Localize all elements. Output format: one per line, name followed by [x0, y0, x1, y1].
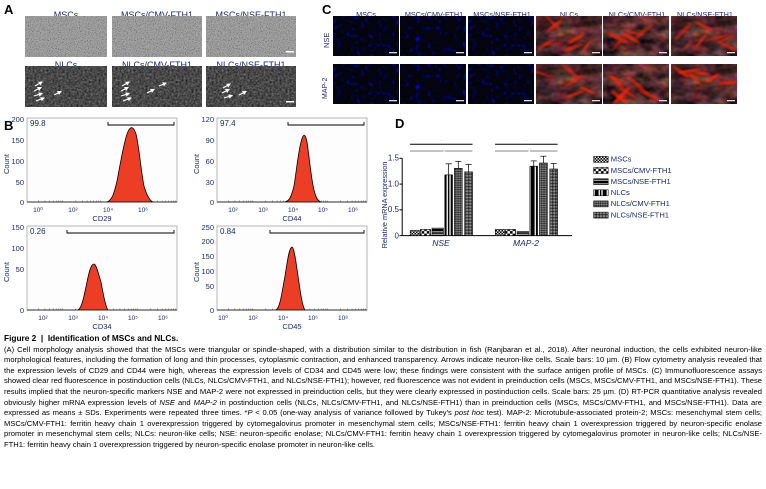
svg-text:Count: Count	[2, 261, 11, 282]
svg-text:0: 0	[210, 198, 214, 207]
svg-text:10⁴: 10⁴	[288, 207, 298, 214]
svg-text:MSCs: MSCs	[611, 155, 632, 164]
svg-text:10²: 10²	[248, 315, 258, 322]
svg-text:10²: 10²	[68, 207, 78, 214]
svg-text:120: 120	[201, 116, 214, 124]
svg-text:CD45: CD45	[282, 322, 301, 331]
svg-text:10⁶: 10⁶	[138, 207, 148, 214]
svg-text:10⁴: 10⁴	[103, 207, 113, 214]
svg-text:NLCs/CMV-FTH1: NLCs/CMV-FTH1	[611, 199, 670, 208]
svg-text:97.4: 97.4	[220, 119, 236, 128]
svg-text:150: 150	[11, 136, 24, 145]
svg-text:NLCs/NSE-FTH1: NLCs/NSE-FTH1	[611, 210, 669, 219]
svg-text:100: 100	[11, 244, 24, 253]
svg-text:100: 100	[201, 267, 214, 276]
svg-text:30: 30	[206, 178, 214, 187]
svg-text:1.5: 1.5	[388, 154, 400, 163]
svg-text:10²: 10²	[38, 315, 48, 322]
svg-text:50: 50	[206, 282, 214, 291]
svg-text:Relative mRNA expression: Relative mRNA expression	[380, 162, 389, 249]
svg-text:0: 0	[20, 198, 24, 207]
svg-text:1.0: 1.0	[388, 179, 400, 188]
svg-text:MSCs/NSE-FTH1: MSCs/NSE-FTH1	[611, 177, 671, 186]
svg-text:CD44: CD44	[282, 214, 301, 223]
svg-text:10⁰: 10⁰	[33, 206, 43, 214]
svg-text:150: 150	[11, 224, 24, 232]
svg-text:99.8: 99.8	[30, 119, 46, 128]
svg-text:10⁸: 10⁸	[338, 315, 348, 322]
svg-text:10⁶: 10⁶	[308, 315, 318, 322]
svg-text:10⁰: 10⁰	[218, 314, 228, 322]
svg-text:250: 250	[201, 224, 214, 232]
svg-text:10⁵: 10⁵	[318, 207, 328, 214]
svg-text:10⁶: 10⁶	[348, 207, 358, 214]
svg-text:60: 60	[206, 157, 214, 166]
svg-text:0: 0	[20, 306, 24, 315]
svg-text:*: *	[525, 140, 529, 146]
svg-text:0.5: 0.5	[388, 205, 400, 214]
svg-text:MSCs/CMV-FTH1: MSCs/CMV-FTH1	[611, 166, 672, 175]
svg-text:10⁴: 10⁴	[278, 315, 288, 322]
svg-text:200: 200	[201, 237, 214, 246]
svg-text:100: 100	[11, 157, 24, 166]
svg-text:0.84: 0.84	[220, 227, 236, 236]
svg-text:MAP-2: MAP-2	[513, 238, 539, 248]
svg-text:NSE: NSE	[432, 238, 450, 248]
svg-text:CD29: CD29	[92, 214, 111, 223]
svg-text:0: 0	[210, 306, 214, 315]
svg-text:Count: Count	[192, 153, 201, 174]
svg-text:10⁵: 10⁵	[128, 315, 138, 322]
svg-text:50: 50	[16, 265, 24, 274]
svg-text:0: 0	[395, 232, 400, 241]
svg-text:NLCs: NLCs	[611, 188, 630, 197]
svg-text:10⁴: 10⁴	[98, 315, 108, 322]
svg-text:Count: Count	[2, 153, 11, 174]
svg-text:10²: 10²	[228, 207, 238, 214]
svg-text:90: 90	[206, 136, 214, 145]
svg-text:10³: 10³	[68, 315, 78, 322]
svg-text:50: 50	[16, 178, 24, 187]
svg-text:Count: Count	[192, 261, 201, 282]
svg-text:10⁶: 10⁶	[158, 315, 168, 322]
svg-text:0.26: 0.26	[30, 227, 46, 236]
svg-text:150: 150	[201, 252, 214, 261]
svg-text:10³: 10³	[258, 207, 268, 214]
svg-text:CD34: CD34	[92, 322, 111, 331]
svg-text:*: *	[440, 140, 444, 146]
svg-text:200: 200	[11, 116, 24, 124]
